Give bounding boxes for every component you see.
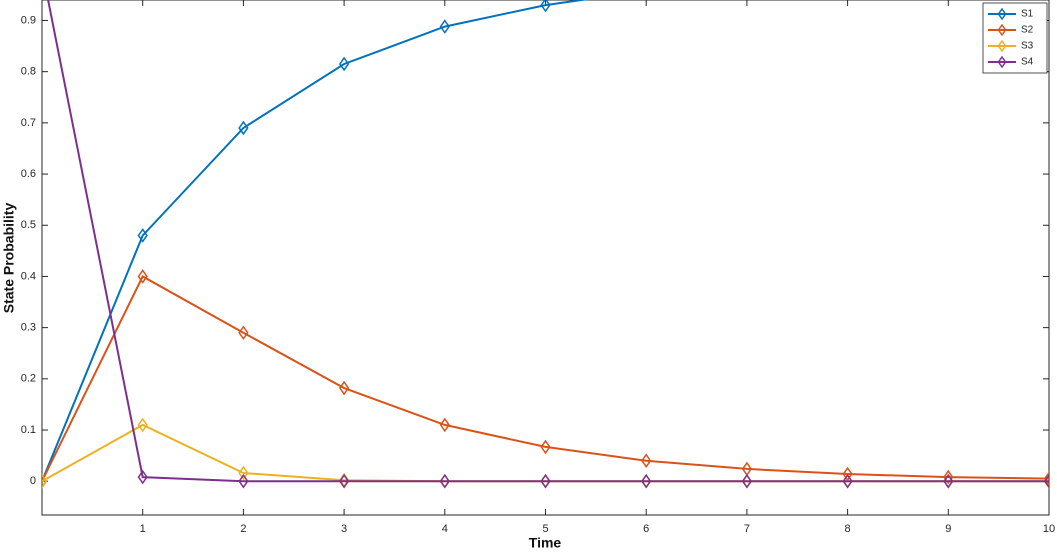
legend-label: S3 bbox=[1021, 41, 1034, 52]
marker bbox=[540, 0, 551, 13]
marker bbox=[137, 417, 148, 433]
marker bbox=[137, 469, 148, 485]
y-tick-label: 0.1 bbox=[21, 424, 36, 436]
marker bbox=[943, 469, 954, 485]
x-tick-label: 2 bbox=[240, 523, 246, 535]
y-tick-label: 0.2 bbox=[21, 373, 36, 385]
x-tick-label: 10 bbox=[1043, 523, 1055, 535]
x-tick-label: 7 bbox=[744, 523, 750, 535]
y-tick-label: 0.6 bbox=[21, 168, 36, 180]
y-tick-label: 0.4 bbox=[21, 270, 36, 282]
x-tick-label: 8 bbox=[845, 523, 851, 535]
x-tick-label: 1 bbox=[140, 523, 146, 535]
plot-area bbox=[41, 0, 1050, 516]
y-axis-title: State Probability bbox=[1, 203, 17, 314]
marker bbox=[439, 19, 450, 34]
y-tick-label: 0 bbox=[30, 475, 36, 487]
legend-marker bbox=[997, 23, 1007, 37]
x-tick-label: 4 bbox=[442, 523, 448, 535]
marker bbox=[238, 120, 249, 136]
plot-series bbox=[42, 0, 1049, 489]
marker bbox=[1043, 473, 1049, 489]
marker bbox=[338, 56, 350, 72]
legend-marker bbox=[997, 55, 1007, 69]
x-tick-label: 9 bbox=[945, 523, 951, 535]
y-tick-label: 0.9 bbox=[21, 14, 36, 26]
marker bbox=[338, 473, 350, 489]
series-line bbox=[42, 275, 1049, 482]
legend-marker bbox=[997, 7, 1007, 21]
marker bbox=[741, 473, 753, 489]
marker bbox=[842, 466, 853, 482]
marker bbox=[338, 380, 350, 396]
marker bbox=[137, 269, 148, 284]
legend-label: S1 bbox=[1021, 9, 1034, 20]
marker bbox=[238, 473, 249, 489]
marker bbox=[1043, 471, 1049, 486]
series-line bbox=[47, 0, 1049, 483]
marker bbox=[439, 417, 450, 433]
x-tick-label: 3 bbox=[341, 523, 347, 535]
marker bbox=[439, 473, 450, 489]
legend-label: S4 bbox=[1021, 57, 1034, 68]
series-line bbox=[42, 0, 589, 482]
marker bbox=[540, 439, 551, 455]
marker bbox=[238, 465, 249, 481]
marker bbox=[943, 473, 954, 489]
legend: S1 S2 S3 S4 bbox=[982, 2, 1048, 74]
marker bbox=[842, 473, 853, 489]
marker bbox=[641, 453, 652, 469]
y-tick-label: 0.5 bbox=[21, 219, 36, 231]
y-tick-label: 0.7 bbox=[21, 117, 36, 129]
y-tick-label: 0.8 bbox=[21, 66, 36, 78]
x-tick-label: 6 bbox=[643, 523, 649, 535]
x-tick-label: 5 bbox=[542, 523, 548, 535]
y-tick-label: 0.3 bbox=[21, 322, 36, 334]
marker bbox=[238, 325, 249, 341]
x-axis-title: Time bbox=[529, 535, 562, 551]
marker bbox=[641, 473, 652, 489]
marker bbox=[137, 228, 148, 243]
marker bbox=[540, 473, 551, 489]
legend-marker bbox=[997, 39, 1007, 53]
legend-label: S2 bbox=[1021, 25, 1034, 36]
marker bbox=[42, 473, 48, 489]
